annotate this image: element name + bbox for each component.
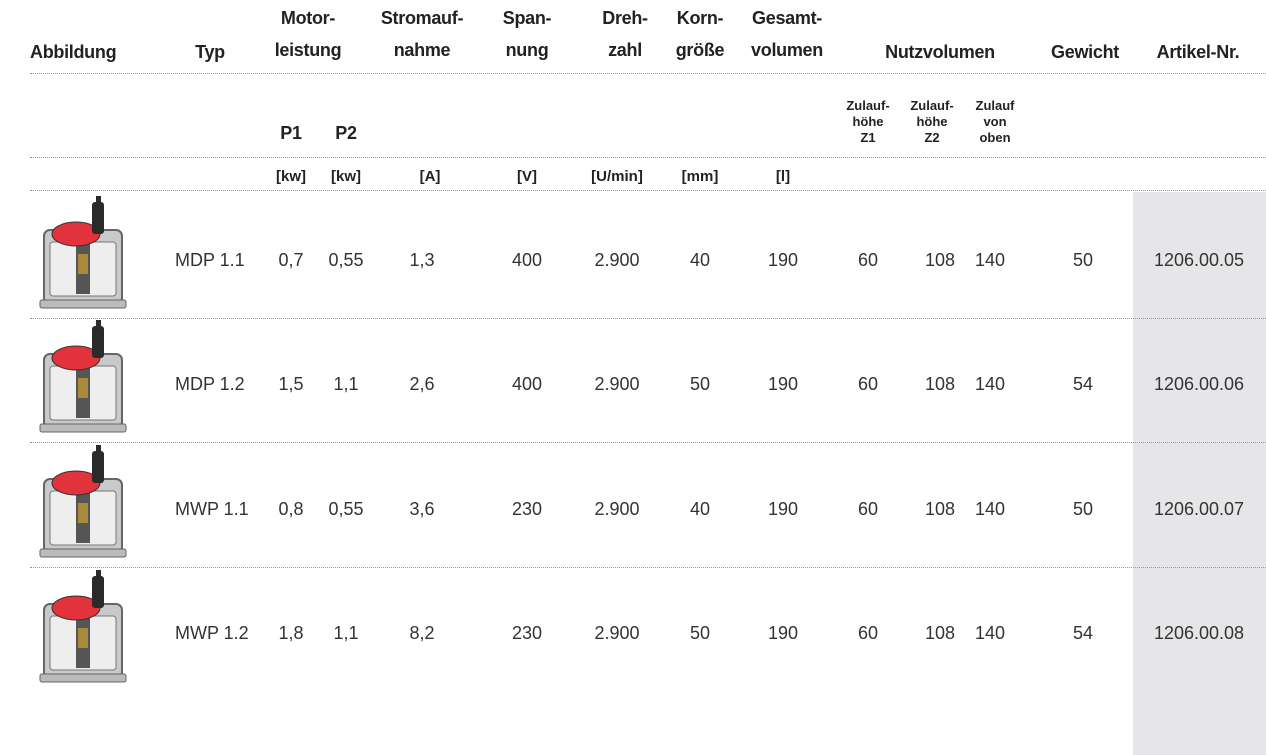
sub-header: Zulauf bbox=[975, 98, 1015, 113]
column-header: volumen bbox=[751, 40, 823, 60]
cell: 3,6 bbox=[409, 499, 435, 519]
cell: MDP 1.2 bbox=[175, 374, 245, 394]
cell: 1206.00.08 bbox=[1153, 623, 1245, 643]
rule bbox=[30, 73, 1266, 74]
cell: 2,6 bbox=[409, 374, 435, 394]
cell: 0,55 bbox=[328, 499, 364, 519]
cell: 0,8 bbox=[278, 499, 304, 519]
cell: MWP 1.2 bbox=[175, 623, 249, 643]
rule bbox=[30, 157, 1266, 158]
cell: 54 bbox=[1072, 374, 1094, 394]
column-header: nahme bbox=[393, 40, 451, 60]
cell: MWP 1.1 bbox=[175, 499, 249, 519]
sub-header: von bbox=[983, 114, 1007, 129]
cell: 54 bbox=[1072, 623, 1094, 643]
cell: 1,5 bbox=[278, 374, 304, 394]
cell: 1,3 bbox=[409, 250, 435, 270]
cell: 108 bbox=[924, 623, 956, 643]
rule bbox=[30, 190, 1266, 191]
column-header: Nutzvolumen bbox=[885, 42, 995, 62]
rule bbox=[30, 567, 1266, 568]
pump-image bbox=[36, 570, 132, 686]
sub-header: P1 bbox=[280, 123, 302, 143]
cell: 60 bbox=[857, 623, 879, 643]
cell: 50 bbox=[689, 623, 711, 643]
cell: 60 bbox=[857, 374, 879, 394]
cell: 400 bbox=[511, 374, 543, 394]
unit: [kw] bbox=[331, 168, 361, 185]
column-header: nung bbox=[505, 40, 549, 60]
cell: 2.900 bbox=[594, 623, 640, 643]
cell: 1206.00.07 bbox=[1153, 499, 1245, 519]
pump-image bbox=[36, 320, 132, 436]
cell: 40 bbox=[689, 250, 711, 270]
cell: 60 bbox=[857, 499, 879, 519]
cell: 2.900 bbox=[594, 499, 640, 519]
cell: 1206.00.05 bbox=[1153, 250, 1245, 270]
cell: 50 bbox=[689, 374, 711, 394]
unit: [U/min] bbox=[591, 168, 643, 185]
pump-image bbox=[36, 196, 132, 312]
unit: [A] bbox=[419, 168, 441, 185]
cell: 190 bbox=[767, 623, 799, 643]
cell: MDP 1.1 bbox=[175, 250, 245, 270]
column-header: zahl bbox=[608, 40, 642, 60]
cell: 108 bbox=[924, 374, 956, 394]
column-header: größe bbox=[675, 40, 725, 60]
cell: 108 bbox=[924, 250, 956, 270]
cell: 50 bbox=[1072, 499, 1094, 519]
cell: 108 bbox=[924, 499, 956, 519]
rule bbox=[30, 318, 1266, 319]
cell: 40 bbox=[689, 499, 711, 519]
unit: [V] bbox=[517, 168, 537, 185]
sub-header: oben bbox=[979, 130, 1011, 145]
cell: 0,7 bbox=[278, 250, 304, 270]
rule bbox=[30, 442, 1266, 443]
sub-header: höhe bbox=[852, 114, 884, 129]
cell: 190 bbox=[767, 499, 799, 519]
sub-header: Zulauf- bbox=[846, 98, 890, 113]
cell: 230 bbox=[511, 499, 543, 519]
cell: 400 bbox=[511, 250, 543, 270]
unit: [kw] bbox=[276, 168, 306, 185]
column-header: Motor- bbox=[280, 8, 336, 28]
column-header: Span- bbox=[502, 8, 552, 28]
cell: 190 bbox=[767, 374, 799, 394]
cell: 2.900 bbox=[594, 250, 640, 270]
cell: 1,1 bbox=[333, 374, 359, 394]
sub-header: höhe bbox=[916, 114, 948, 129]
column-header: Korn- bbox=[676, 8, 724, 28]
cell: 140 bbox=[974, 623, 1006, 643]
column-header: Typ bbox=[195, 42, 225, 62]
sub-header: Z1 bbox=[860, 130, 876, 145]
cell: 140 bbox=[974, 250, 1006, 270]
sub-header: P2 bbox=[335, 123, 357, 143]
cell: 140 bbox=[974, 374, 1006, 394]
column-header: leistung bbox=[274, 40, 342, 60]
column-header: Stromauf- bbox=[380, 8, 464, 28]
article-column-bg bbox=[1133, 192, 1266, 755]
column-header: Dreh- bbox=[602, 8, 648, 28]
column-header: Gesamt- bbox=[752, 8, 822, 28]
cell: 140 bbox=[974, 499, 1006, 519]
unit: [l] bbox=[775, 168, 791, 185]
pump-image bbox=[36, 445, 132, 561]
cell: 230 bbox=[511, 623, 543, 643]
sub-header: Z2 bbox=[924, 130, 940, 145]
cell: 50 bbox=[1072, 250, 1094, 270]
column-header: Gewicht bbox=[1051, 42, 1119, 62]
cell: 60 bbox=[857, 250, 879, 270]
column-header: Abbildung bbox=[30, 42, 117, 62]
column-header: Artikel-Nr. bbox=[1156, 42, 1240, 62]
cell: 2.900 bbox=[594, 374, 640, 394]
cell: 1,1 bbox=[333, 623, 359, 643]
cell: 190 bbox=[767, 250, 799, 270]
unit: [mm] bbox=[681, 168, 719, 185]
cell: 0,55 bbox=[328, 250, 364, 270]
cell: 1206.00.06 bbox=[1153, 374, 1245, 394]
cell: 8,2 bbox=[409, 623, 435, 643]
sub-header: Zulauf- bbox=[910, 98, 954, 113]
cell: 1,8 bbox=[278, 623, 304, 643]
